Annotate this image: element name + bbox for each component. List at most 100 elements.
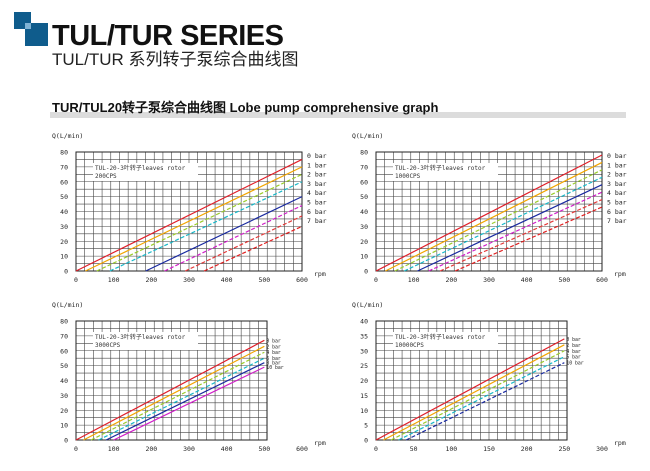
y-tick-label: 5 [364,422,368,430]
x-tick-label: 0 [74,276,78,284]
x-tick-label: 600 [596,276,608,284]
legend-entry: 4 bar [307,189,327,197]
x-tick-label: 50 [410,445,418,453]
x-tick-label: 100 [108,276,120,284]
x-tick-label: 600 [296,276,308,284]
series-line-0-bar [375,338,565,441]
series-line-4-bar [90,351,265,441]
x-tick-label: 300 [596,445,608,453]
y-tick-label: 35 [360,332,368,340]
x-tick-label: 300 [183,445,195,453]
x-tick-label: 300 [183,276,195,284]
legend-entry: 4 bar [266,350,281,356]
y-tick-label: 70 [60,163,68,171]
y-tick-label: 15 [360,392,368,400]
chart-panel-1: Q(L/min) 0 10 20 30 40 50 60 70 80 0 100 200 300 400 50… [52,132,327,284]
y-axis-label: Q(L/min) [352,132,383,140]
y-tick-label: 70 [60,332,68,340]
y-tick-label: 10 [60,253,68,261]
y-tick-label: 50 [60,193,68,201]
legend-entry: 5 bar [307,199,327,207]
legend-entry: 2 bar [266,344,281,350]
series-line-5-bar [164,205,303,272]
x-tick-label: 150 [483,445,495,453]
y-tick-label: 70 [360,163,368,171]
x-tick-label: 0 [374,445,378,453]
y-tick-label: 80 [60,149,68,157]
legend-entry: 7 bar [307,217,327,225]
y-tick-label: 0 [364,268,368,276]
legend-entry: 0 bar [266,338,281,344]
chart-panel-3: Q(L/min) 0 10 20 30 40 50 60 70 80 0 100 200 300 400 50… [52,301,326,453]
y-tick-label: 20 [360,238,368,246]
y-tick-label: 0 [64,437,68,445]
x-tick-label: 200 [145,276,157,284]
y-tick-label: 80 [60,318,68,326]
x-tick-label: 600 [296,445,308,453]
y-tick-label: 80 [360,149,368,157]
series-line-1-bar [85,166,303,272]
series-line-6-bar [398,356,565,441]
legend-entry: 8 bar [266,361,281,367]
legend-entry: 6 bar [566,355,581,361]
series-line-6-bar [439,199,603,272]
legend-entry: 2 bar [566,343,581,349]
x-tick-label: 200 [445,276,457,284]
series-line-0-bar [375,154,603,272]
plot-border [375,151,603,272]
x-axis-label: rpm [314,439,326,447]
chart-annotation: TUL-20-3叶转子leaves rotor [395,164,486,172]
x-tick-label: 400 [221,276,233,284]
legend-entry: 5 bar [607,199,627,207]
legend-entry: 10 bar [266,365,283,371]
series-line-2-bar [96,173,303,272]
series-line-4-bar [417,184,603,272]
y-tick-label: 50 [60,362,68,370]
legend-entry: 3 bar [607,180,627,188]
series-line-7-bar [454,206,603,272]
y-axis-label: Q(L/min) [52,132,83,140]
y-tick-label: 60 [60,347,68,355]
annotation-box [93,332,198,350]
chart-annotation: 200CPS [95,173,117,180]
y-tick-label: 20 [60,238,68,246]
x-tick-label: 200 [521,445,533,453]
series-line-4-bar [390,350,565,441]
series-line-0-bar [75,158,303,272]
series-line-10-bar [405,362,565,441]
series-line-3-bar [403,176,603,272]
plot-border [375,320,568,441]
section-divider [50,112,626,118]
series-line-1-bar [385,161,603,272]
chart-panel-4: Q(L/min) 0 5 10 15 20 25 30 35 40 0 50 100 150 200 250 3… [352,301,626,453]
legend-entry: 0 bar [307,152,327,160]
y-tick-label: 40 [60,377,68,385]
y-tick-label: 40 [60,208,68,216]
x-axis-label: rpm [614,439,626,447]
plot-border [75,320,268,441]
y-tick-label: 60 [60,178,68,186]
annotation-box [393,163,498,181]
x-axis-label: rpm [614,270,626,278]
annotation-box [393,332,498,350]
x-tick-label: 500 [258,445,270,453]
legend-entry: 6 bar [266,356,281,362]
x-tick-label: 0 [374,276,378,284]
x-tick-label: 500 [558,276,570,284]
series-line-5-bar [428,191,603,272]
y-tick-label: 60 [360,178,368,186]
x-tick-label: 200 [145,445,157,453]
series-line-3-bar [109,181,303,272]
chart-annotation: 3000CPS [95,342,121,349]
chart-annotation: 10000CPS [395,342,424,349]
y-tick-label: 0 [64,268,68,276]
page-title: TUL/TUR SERIES [52,20,284,52]
series-line-4-bar [145,196,303,272]
x-tick-label: 100 [445,445,457,453]
y-tick-label: 20 [360,377,368,385]
x-tick-label: 400 [221,445,233,453]
x-tick-label: 250 [558,445,570,453]
x-axis-label: rpm [314,270,326,278]
series-line-2-bar [394,169,603,272]
